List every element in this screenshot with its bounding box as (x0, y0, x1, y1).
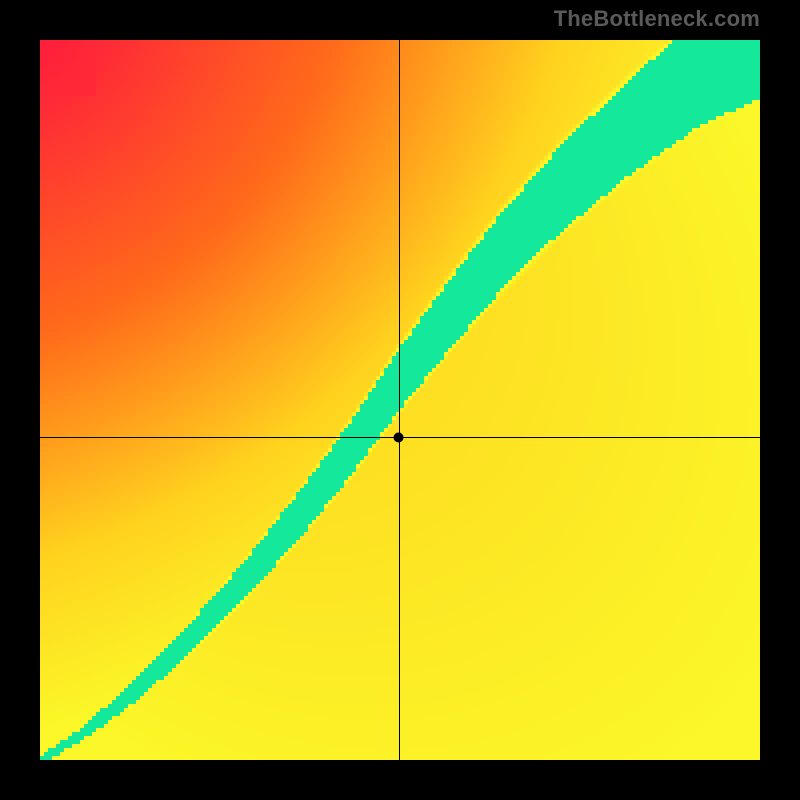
watermark-label: TheBottleneck.com (554, 6, 760, 32)
plot-area (40, 40, 760, 760)
chart-container: TheBottleneck.com (0, 0, 800, 800)
heatmap-canvas (40, 40, 760, 760)
